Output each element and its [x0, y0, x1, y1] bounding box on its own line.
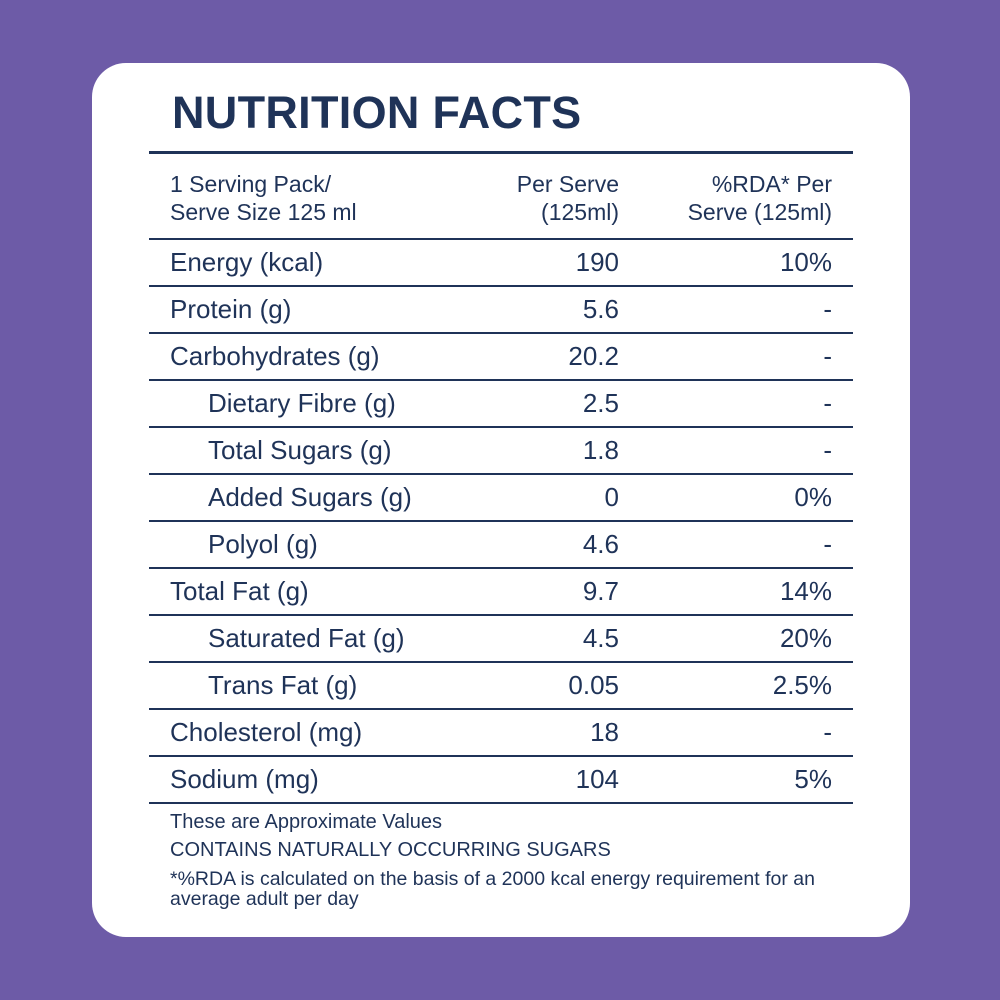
row-value: 4.6: [582, 529, 619, 559]
row-value: 2.5: [582, 388, 619, 418]
row-name: Saturated Fat (g): [208, 623, 405, 653]
table-row-trans-fat: Trans Fat (g) 0.05 2.5%: [149, 663, 853, 710]
row-name: Trans Fat (g): [208, 670, 358, 700]
row-rda: -: [823, 717, 832, 747]
row-name: Total Fat (g): [170, 576, 309, 606]
row-rda: -: [823, 435, 832, 465]
footnotes: These are Approximate Values CONTAINS NA…: [170, 811, 850, 909]
header-rda: %RDA* Per Serve (125ml): [687, 171, 832, 225]
table-row-saturated-fat: Saturated Fat (g) 4.5 20%: [149, 616, 853, 663]
row-rda: -: [823, 294, 832, 324]
row-value: 0: [604, 482, 619, 512]
table-row-added-sugars: Added Sugars (g) 0 0%: [149, 475, 853, 522]
nutrition-card: NUTRITION FACTS 1 Serving Pack/ Serve Si…: [92, 63, 910, 937]
row-rda: -: [823, 341, 832, 371]
row-value: 0.05: [568, 670, 619, 700]
nutrition-table: 1 Serving Pack/ Serve Size 125 ml Per Se…: [149, 151, 853, 804]
row-value: 190: [575, 247, 619, 277]
row-value: 9.7: [582, 576, 619, 606]
row-rda: -: [823, 529, 832, 559]
row-name: Added Sugars (g): [208, 482, 412, 512]
row-rda: 0%: [794, 482, 832, 512]
row-value: 104: [575, 764, 619, 794]
row-name: Carbohydrates (g): [170, 341, 380, 371]
row-name: Protein (g): [170, 294, 292, 324]
table-row-polyol: Polyol (g) 4.6 -: [149, 522, 853, 569]
row-value: 4.5: [582, 623, 619, 653]
row-value: 20.2: [568, 341, 619, 371]
row-rda: -: [823, 388, 832, 418]
row-name: Cholesterol (mg): [170, 717, 363, 747]
table-row-cholesterol: Cholesterol (mg) 18 -: [149, 710, 853, 757]
row-name: Dietary Fibre (g): [208, 388, 396, 418]
row-value: 1.8: [582, 435, 619, 465]
table-row-energy: Energy (kcal) 190 10%: [149, 240, 853, 287]
row-name: Polyol (g): [208, 529, 318, 559]
note-approximate: These are Approximate Values: [170, 811, 443, 833]
table-header: 1 Serving Pack/ Serve Size 125 ml Per Se…: [149, 154, 853, 240]
table-row-sodium: Sodium (mg) 104 5%: [149, 757, 853, 804]
row-rda: 14%: [779, 576, 832, 606]
row-rda: 5%: [794, 764, 832, 794]
row-rda: 20%: [779, 623, 832, 653]
row-name: Energy (kcal): [170, 247, 324, 277]
page-title: NUTRITION FACTS: [172, 87, 582, 138]
row-value: 18: [590, 717, 619, 747]
table-row-protein: Protein (g) 5.6 -: [149, 287, 853, 334]
note-sugars: CONTAINS NATURALLY OCCURRING SUGARS: [170, 839, 611, 861]
table-row-total-sugars: Total Sugars (g) 1.8 -: [149, 428, 853, 475]
row-value: 5.6: [582, 294, 619, 324]
row-rda: 10%: [779, 247, 832, 277]
table-row-dietary-fibre: Dietary Fibre (g) 2.5 -: [149, 381, 853, 428]
table-row-carbohydrates: Carbohydrates (g) 20.2 -: [149, 334, 853, 381]
row-rda: 2.5%: [772, 670, 832, 700]
note-rda: *%RDA is calculated on the basis of a 20…: [170, 868, 815, 910]
table-top-rule: [149, 151, 853, 154]
table-row-total-fat: Total Fat (g) 9.7 14%: [149, 569, 853, 616]
row-name: Sodium (mg): [170, 764, 319, 794]
row-name: Total Sugars (g): [208, 435, 392, 465]
header-per-serve: Per Serve (125ml): [516, 171, 619, 225]
header-serving-size: 1 Serving Pack/ Serve Size 125 ml: [170, 171, 357, 225]
